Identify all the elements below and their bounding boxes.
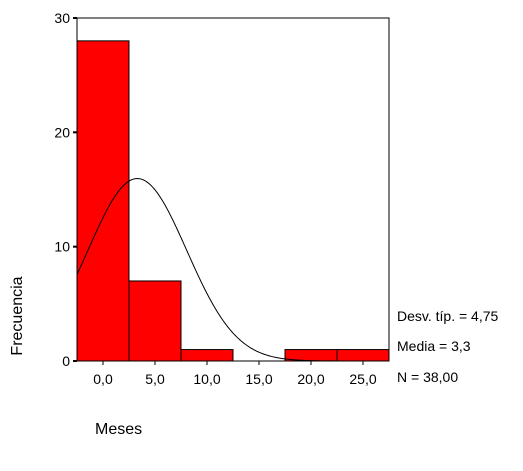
histogram-bar [336, 349, 390, 362]
histogram-bar [180, 349, 234, 362]
x-tick-label: 25,0 [349, 371, 376, 387]
x-tick-label: 15,0 [245, 371, 272, 387]
x-tick-label: 0,0 [93, 371, 113, 387]
stat-n: N = 38,00 [397, 369, 458, 385]
bars-layer [76, 40, 390, 362]
stat-std-dev: Desv. típ. = 4,75 [397, 308, 499, 324]
stat-mean: Media = 3,3 [397, 338, 471, 354]
y-tick-label: 10 [54, 239, 70, 255]
y-tick-label: 20 [54, 124, 70, 140]
x-axis: 0,0 5,0 10,0 15,0 20,0 25,0 [93, 361, 377, 387]
x-tick-label: 20,0 [297, 371, 324, 387]
y-tick-label: 30 [54, 10, 70, 26]
x-axis-title: Meses [95, 421, 142, 438]
x-tick-label: 5,0 [145, 371, 165, 387]
normal-curve [76, 178, 389, 362]
y-tick-label: 0 [62, 353, 70, 369]
histogram-bar [128, 280, 182, 362]
histogram-bar [76, 40, 130, 362]
y-axis: 0 10 20 30 [54, 10, 77, 369]
x-tick-label: 10,0 [193, 371, 220, 387]
y-axis-title: Frecuencia [9, 276, 26, 355]
